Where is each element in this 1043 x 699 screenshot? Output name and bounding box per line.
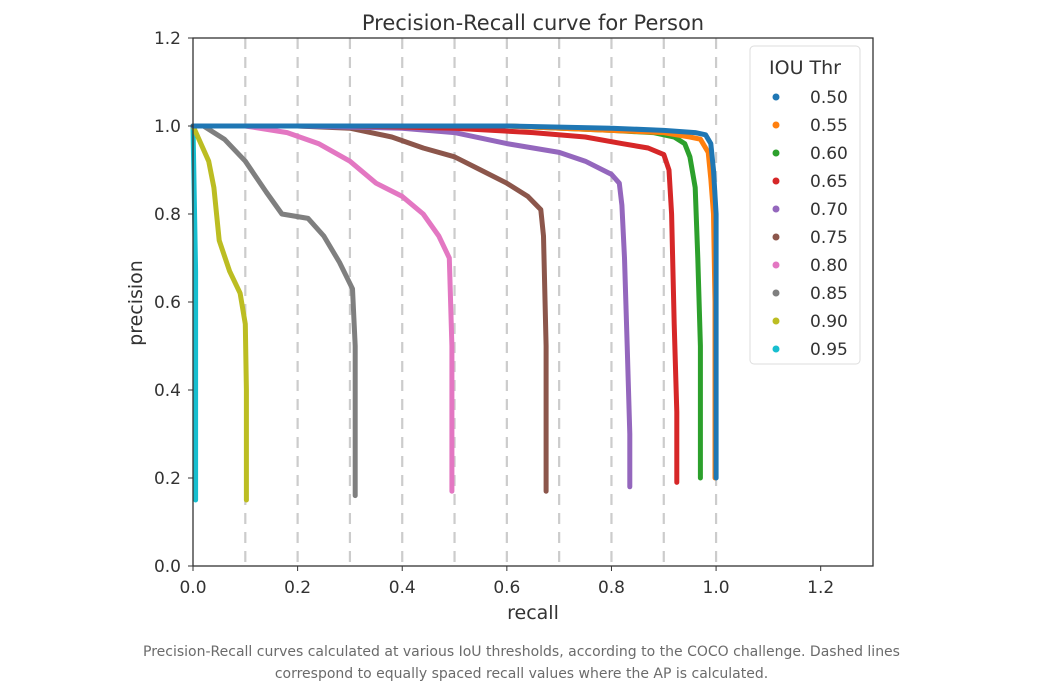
legend-marker: [772, 233, 780, 241]
legend-item-0.50: 0.50: [772, 88, 848, 108]
pr-curve-iou-0.50: [190, 123, 719, 481]
x-axis-ticks: 0.0 0.2 0.4 0.6 0.8 1.0 1.2: [179, 566, 834, 598]
y-tick-label: 0.4: [154, 381, 181, 401]
x-tick-label: 1.0: [703, 578, 730, 598]
y-axis-ticks: 0.0 0.2 0.4 0.6 0.8 1.0 1.2: [154, 29, 193, 577]
x-tick-label: 0.4: [389, 578, 416, 598]
pr-curve-iou-0.65: [190, 123, 680, 485]
caption-line-2: correspond to equally spaced recall valu…: [274, 666, 769, 682]
legend-marker: [772, 121, 780, 129]
legend-marker: [772, 93, 780, 101]
legend-label: 0.50: [810, 88, 848, 108]
legend-item-0.80: 0.80: [772, 256, 848, 276]
y-tick-label: 0.6: [154, 293, 181, 313]
y-tick-label: 0.0: [154, 557, 181, 577]
x-tick-label: 1.2: [807, 578, 834, 598]
legend-marker: [772, 261, 780, 269]
legend-marker: [772, 149, 780, 157]
y-axis-label: precision: [125, 260, 147, 346]
legend-label: 0.90: [810, 312, 848, 332]
y-tick-label: 1.2: [154, 29, 181, 49]
recall-reference-lines: [244, 38, 718, 566]
x-tick-label: 0.2: [284, 578, 311, 598]
legend-item-0.55: 0.55: [772, 116, 848, 136]
legend-item-0.85: 0.85: [772, 284, 848, 304]
legend-label: 0.65: [810, 172, 848, 192]
legend-marker: [772, 317, 780, 325]
y-tick-label: 0.8: [154, 205, 181, 225]
legend-marker: [772, 177, 780, 185]
x-tick-label: 0.8: [598, 578, 625, 598]
legend-items: 0.50 0.55 0.60 0.65 0.70 0.75 0.80 0.85 0.90 0.95: [772, 88, 848, 360]
legend-label: 0.70: [810, 200, 848, 220]
legend-label: 0.80: [810, 256, 848, 276]
pr-curve-iou-0.95: [190, 123, 199, 503]
chart-title: Precision-Recall curve for Person: [362, 11, 704, 35]
legend-label: 0.95: [810, 340, 848, 360]
legend-label: 0.60: [810, 144, 848, 164]
x-tick-label: 0.0: [179, 578, 206, 598]
legend-item-0.75: 0.75: [772, 228, 848, 248]
pr-curve-chart: 0.0 0.2 0.4 0.6 0.8 1.0 1.2 0.0 0.2 0.4 0.6 0.8 1.0…: [125, 11, 874, 624]
pr-curves: [190, 123, 719, 503]
legend-item-0.95: 0.95: [772, 340, 848, 360]
legend-item-0.70: 0.70: [772, 200, 848, 220]
pr-curve-iou-0.90: [190, 123, 249, 503]
legend-label: 0.55: [810, 116, 848, 136]
y-tick-label: 1.0: [154, 117, 181, 137]
legend-item-0.90: 0.90: [772, 312, 848, 332]
legend-item-0.60: 0.60: [772, 144, 848, 164]
pr-curve-iou-0.85: [201, 123, 358, 499]
legend-marker: [772, 205, 780, 213]
legend-marker: [772, 345, 780, 353]
legend-label: 0.85: [810, 284, 848, 304]
x-tick-label: 0.6: [493, 578, 520, 598]
x-axis-label: recall: [507, 602, 559, 624]
legend-marker: [772, 289, 780, 297]
legend: IOU Thr 0.50 0.55 0.60 0.65 0.70 0.75 0.80 0.85…: [749, 45, 861, 365]
legend-item-0.65: 0.65: [772, 172, 848, 192]
pr-curve-iou-0.80: [216, 123, 455, 494]
caption-line-1: Precision-Recall curves calculated at va…: [143, 644, 900, 660]
y-tick-label: 0.2: [154, 469, 181, 489]
legend-title: IOU Thr: [769, 57, 841, 79]
legend-label: 0.75: [810, 228, 848, 248]
figure-caption: Precision-Recall curves calculated at va…: [0, 641, 1043, 685]
